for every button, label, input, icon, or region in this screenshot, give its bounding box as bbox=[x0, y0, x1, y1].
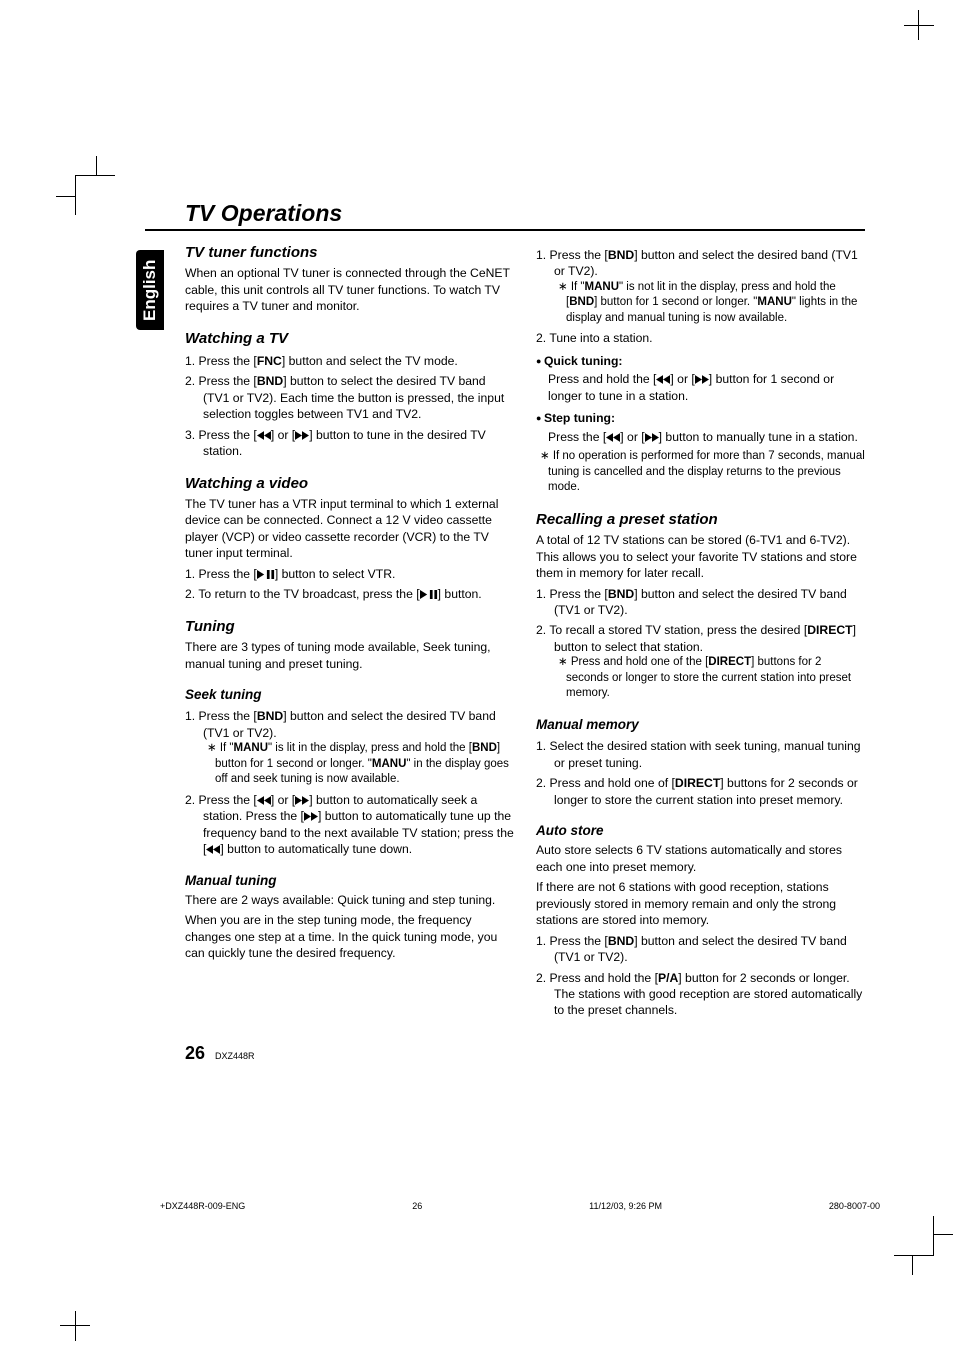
note-text: ∗ Press and hold one of the [DIRECT] but… bbox=[554, 655, 865, 702]
footer-date: 11/12/03, 9:26 PM bbox=[589, 1201, 662, 1211]
list-item: 2. To return to the TV broadcast, press … bbox=[185, 586, 514, 602]
heading-watching-video: Watching a video bbox=[185, 474, 514, 494]
body-text: Press and hold the [] or [] button for 1… bbox=[536, 371, 865, 404]
body-text: The TV tuner has a VTR input terminal to… bbox=[185, 496, 514, 562]
fast-forward-icon bbox=[645, 433, 659, 442]
list-item: 1. Press the [BND] button and select the… bbox=[536, 247, 865, 326]
fast-forward-icon bbox=[304, 812, 318, 821]
fast-forward-icon bbox=[295, 431, 309, 440]
list-item: 3. Press the [] or [] button to tune in … bbox=[185, 427, 514, 460]
play-pause-icon bbox=[257, 570, 275, 579]
list-item: 1. Press the [BND] button and select the… bbox=[536, 586, 865, 619]
body-text: There are 2 ways available: Quick tuning… bbox=[185, 892, 514, 908]
list-item: 1. Press the [BND] button and select the… bbox=[185, 708, 514, 787]
footer-page: 26 bbox=[412, 1201, 422, 1211]
list-item: 1. Press the [FNC] button and select the… bbox=[185, 353, 514, 369]
body-text: A total of 12 TV stations can be stored … bbox=[536, 532, 865, 581]
body-text: If there are not 6 stations with good re… bbox=[536, 879, 865, 928]
note-text: ∗ If "MANU" is lit in the display, press… bbox=[203, 741, 514, 788]
list-item: 2. Press and hold one of [DIRECT] button… bbox=[536, 775, 865, 808]
rewind-icon bbox=[257, 431, 271, 440]
note-text: ∗ If "MANU" is not lit in the display, p… bbox=[554, 280, 865, 327]
list-item: 2. To recall a stored TV station, press … bbox=[536, 622, 865, 701]
rewind-icon bbox=[606, 433, 620, 442]
fast-forward-icon bbox=[695, 375, 709, 384]
heading-recalling-preset: Recalling a preset station bbox=[536, 510, 865, 530]
rewind-icon bbox=[656, 375, 670, 384]
page-number: 26DXZ448R bbox=[145, 1043, 865, 1064]
play-pause-icon bbox=[420, 590, 438, 599]
body-text: Auto store selects 6 TV stations automat… bbox=[536, 842, 865, 875]
footer-file: +DXZ448R-009-ENG bbox=[160, 1201, 245, 1211]
heading-seek-tuning: Seek tuning bbox=[185, 686, 514, 704]
body-text: There are 3 types of tuning mode availab… bbox=[185, 639, 514, 672]
fast-forward-icon bbox=[295, 796, 309, 805]
body-text: Press the [] or [] button to manually tu… bbox=[536, 429, 865, 445]
body-text: When you are in the step tuning mode, th… bbox=[185, 912, 514, 961]
list-item: 1. Press the [BND] button and select the… bbox=[536, 933, 865, 966]
list-item: 1. Select the desired station with seek … bbox=[536, 738, 865, 771]
left-column: TV tuner functions When an optional TV t… bbox=[185, 243, 514, 1023]
page-footer: +DXZ448R-009-ENG 26 11/12/03, 9:26 PM 28… bbox=[160, 1201, 880, 1211]
list-item: 2. Tune into a station. bbox=[536, 330, 865, 346]
right-column: 1. Press the [BND] button and select the… bbox=[536, 243, 865, 1023]
subheading-quick-tuning: Quick tuning: bbox=[536, 353, 865, 369]
heading-tuning: Tuning bbox=[185, 617, 514, 637]
heading-manual-tuning: Manual tuning bbox=[185, 872, 514, 890]
list-item: 2. Press the [] or [] button to automati… bbox=[185, 792, 514, 858]
list-item: 2. Press the [BND] button to select the … bbox=[185, 373, 514, 422]
list-item: 2. Press and hold the [P/A] button for 2… bbox=[536, 970, 865, 1019]
page-title: TV Operations bbox=[145, 200, 865, 231]
heading-manual-memory: Manual memory bbox=[536, 716, 865, 734]
heading-auto-store: Auto store bbox=[536, 822, 865, 840]
list-item: 1. Press the [] button to select VTR. bbox=[185, 566, 514, 582]
note-text: ∗ If no operation is performed for more … bbox=[536, 449, 865, 496]
footer-code: 280-8007-00 bbox=[829, 1201, 880, 1211]
heading-watching-tv: Watching a TV bbox=[185, 329, 514, 349]
heading-tuner-functions: TV tuner functions bbox=[185, 243, 514, 263]
rewind-icon bbox=[257, 796, 271, 805]
subheading-step-tuning: Step tuning: bbox=[536, 410, 865, 426]
page-content: TV Operations TV tuner functions When an… bbox=[145, 200, 865, 1064]
rewind-icon bbox=[206, 845, 220, 854]
body-text: When an optional TV tuner is connected t… bbox=[185, 265, 514, 314]
